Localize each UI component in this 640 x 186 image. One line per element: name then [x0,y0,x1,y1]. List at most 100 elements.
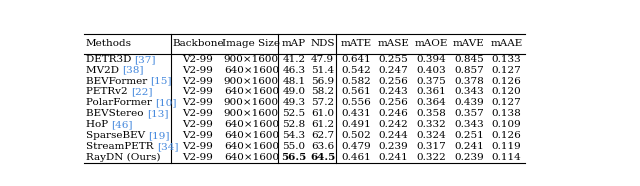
Text: 0.133: 0.133 [492,55,522,64]
Text: 0.119: 0.119 [492,142,522,151]
Text: 0.394: 0.394 [416,55,446,64]
Text: 0.246: 0.246 [379,109,408,118]
Text: 54.3: 54.3 [282,131,305,140]
Text: 0.343: 0.343 [454,87,484,96]
Text: 41.2: 41.2 [282,55,305,64]
Text: 0.243: 0.243 [379,87,408,96]
Text: 0.378: 0.378 [454,77,484,86]
Text: 64.5: 64.5 [310,153,335,162]
Text: BEVFormer: BEVFormer [86,77,150,86]
Text: V2-99: V2-99 [182,131,213,140]
Text: 49.3: 49.3 [282,98,305,107]
Text: 0.317: 0.317 [416,142,446,151]
Text: 0.127: 0.127 [492,98,522,107]
Text: mASE: mASE [378,39,410,48]
Text: mAP: mAP [282,39,306,48]
Text: 0.242: 0.242 [379,120,408,129]
Text: 0.431: 0.431 [341,109,371,118]
Text: 0.241: 0.241 [379,153,408,162]
Text: 0.256: 0.256 [379,77,408,86]
Text: 52.8: 52.8 [282,120,305,129]
Text: 62.7: 62.7 [311,131,334,140]
Text: Image Size: Image Size [222,39,280,48]
Text: 900×1600: 900×1600 [224,77,279,86]
Text: [10]: [10] [155,98,177,107]
Text: 0.251: 0.251 [454,131,484,140]
Text: PETRv2: PETRv2 [86,87,131,96]
Text: 57.2: 57.2 [311,98,334,107]
Text: V2-99: V2-99 [182,153,213,162]
Text: DETR3D: DETR3D [86,55,134,64]
Text: 0.491: 0.491 [341,120,371,129]
Text: 0.542: 0.542 [341,66,371,75]
Text: 0.439: 0.439 [454,98,484,107]
Text: 61.0: 61.0 [311,109,334,118]
Text: HoP: HoP [86,120,111,129]
Text: 640×1600: 640×1600 [224,142,279,151]
Text: 0.461: 0.461 [341,153,371,162]
Text: 0.375: 0.375 [416,77,446,86]
Text: 0.332: 0.332 [416,120,446,129]
Text: 0.479: 0.479 [341,142,371,151]
Text: [15]: [15] [150,77,172,86]
Text: SparseBEV: SparseBEV [86,131,148,140]
Text: 0.126: 0.126 [492,77,522,86]
Text: 0.324: 0.324 [416,131,446,140]
Text: mAVE: mAVE [453,39,484,48]
Text: 0.582: 0.582 [341,77,371,86]
Text: 0.255: 0.255 [379,55,408,64]
Text: 52.5: 52.5 [282,109,305,118]
Text: 61.2: 61.2 [311,120,334,129]
Text: StreamPETR: StreamPETR [86,142,157,151]
Text: V2-99: V2-99 [182,87,213,96]
Text: 47.9: 47.9 [311,55,334,64]
Text: V2-99: V2-99 [182,120,213,129]
Text: 0.120: 0.120 [492,87,522,96]
Text: 0.857: 0.857 [454,66,484,75]
Text: 640×1600: 640×1600 [224,153,279,162]
Text: mAAE: mAAE [490,39,523,48]
Text: 0.403: 0.403 [416,66,446,75]
Text: 0.126: 0.126 [492,131,522,140]
Text: V2-99: V2-99 [182,55,213,64]
Text: 63.6: 63.6 [311,142,334,151]
Text: 0.239: 0.239 [379,142,408,151]
Text: 900×1600: 900×1600 [224,55,279,64]
Text: [22]: [22] [131,87,152,96]
Text: 0.114: 0.114 [492,153,522,162]
Text: 51.4: 51.4 [311,66,334,75]
Text: V2-99: V2-99 [182,77,213,86]
Text: Methods: Methods [86,39,132,48]
Text: 0.322: 0.322 [416,153,446,162]
Text: 0.247: 0.247 [379,66,408,75]
Text: 0.244: 0.244 [379,131,408,140]
Text: 640×1600: 640×1600 [224,66,279,75]
Text: 0.241: 0.241 [454,142,484,151]
Text: 0.343: 0.343 [454,120,484,129]
Text: MV2D: MV2D [86,66,122,75]
Text: 49.0: 49.0 [282,87,305,96]
Text: 900×1600: 900×1600 [224,109,279,118]
Text: 0.502: 0.502 [341,131,371,140]
Text: [46]: [46] [111,120,133,129]
Text: 0.127: 0.127 [492,66,522,75]
Text: NDS: NDS [310,39,335,48]
Text: mAOE: mAOE [415,39,448,48]
Text: Backbone: Backbone [172,39,223,48]
Text: 0.256: 0.256 [379,98,408,107]
Text: 900×1600: 900×1600 [224,98,279,107]
Text: 0.845: 0.845 [454,55,484,64]
Text: PolarFormer: PolarFormer [86,98,155,107]
Text: 0.109: 0.109 [492,120,522,129]
Text: 640×1600: 640×1600 [224,87,279,96]
Text: 55.0: 55.0 [282,142,305,151]
Text: 0.358: 0.358 [416,109,446,118]
Text: 0.561: 0.561 [341,87,371,96]
Text: 0.364: 0.364 [416,98,446,107]
Text: BEVStereo: BEVStereo [86,109,147,118]
Text: 0.357: 0.357 [454,109,484,118]
Text: V2-99: V2-99 [182,98,213,107]
Text: [34]: [34] [157,142,178,151]
Text: 48.1: 48.1 [282,77,305,86]
Text: 0.556: 0.556 [341,98,371,107]
